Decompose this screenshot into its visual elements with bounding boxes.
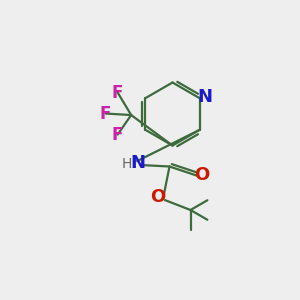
Text: F: F	[112, 125, 123, 143]
Text: H: H	[122, 157, 132, 170]
Text: O: O	[151, 188, 166, 206]
Text: N: N	[198, 88, 213, 106]
Text: F: F	[112, 83, 123, 101]
Text: N: N	[130, 154, 146, 172]
Text: O: O	[194, 166, 209, 184]
Text: F: F	[100, 104, 111, 122]
